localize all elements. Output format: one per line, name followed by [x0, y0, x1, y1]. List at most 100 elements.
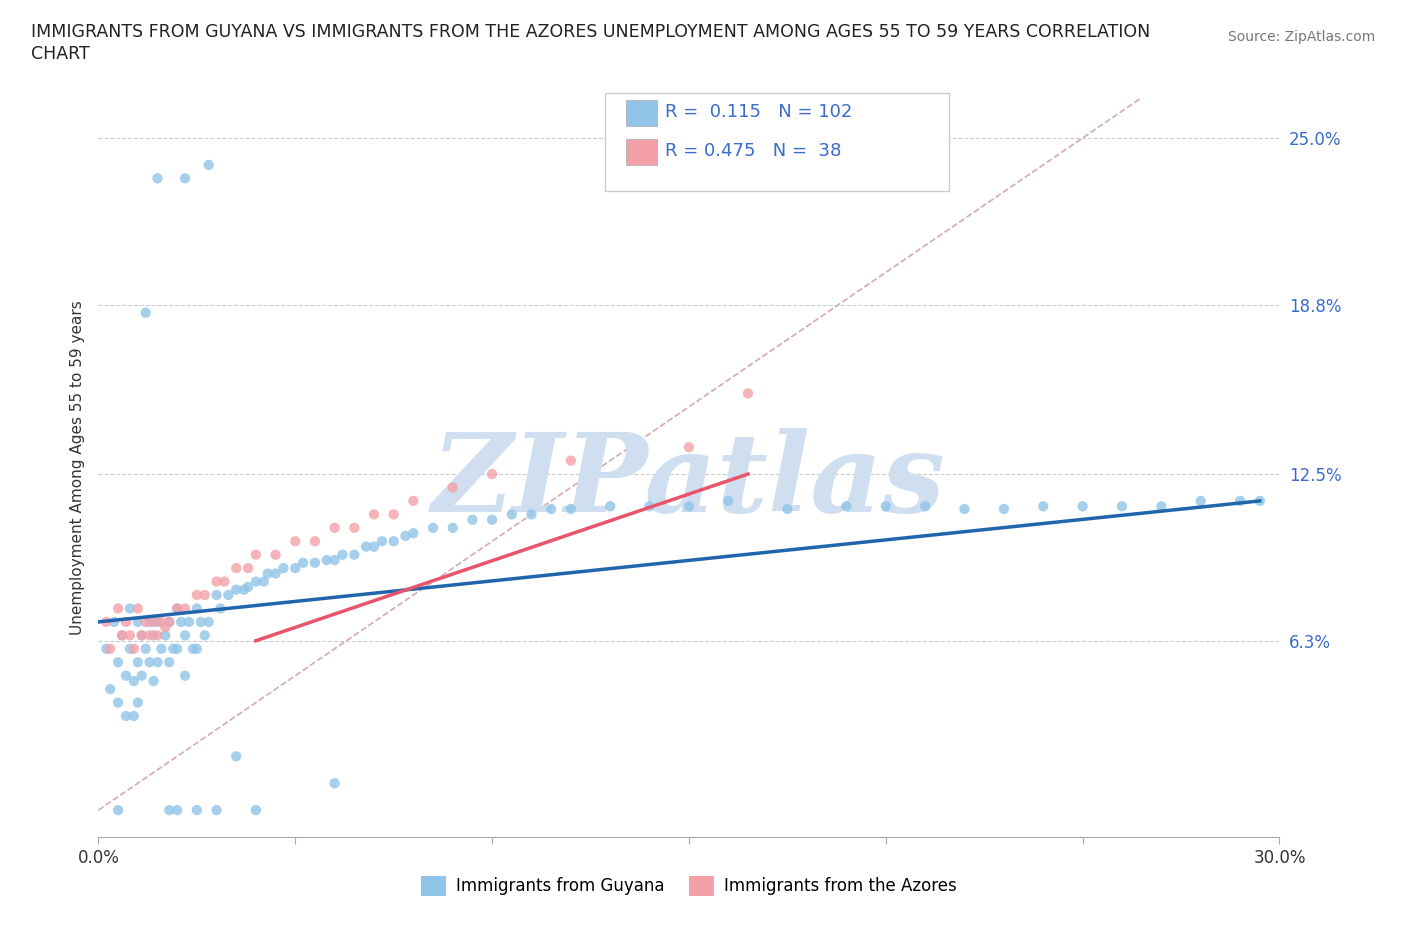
Point	[135, 615, 157, 630]
Point	[146, 655, 169, 670]
Point	[194, 588, 217, 603]
Point	[107, 803, 129, 817]
Point	[245, 574, 267, 589]
Point	[1189, 494, 1212, 509]
Point	[205, 574, 228, 589]
Point	[142, 673, 165, 688]
Text: CHART: CHART	[31, 45, 90, 62]
Point	[461, 512, 484, 527]
Point	[181, 642, 204, 657]
Point	[186, 803, 208, 817]
Point	[225, 749, 247, 764]
Point	[194, 628, 217, 643]
Point	[363, 507, 385, 522]
Point	[166, 601, 188, 616]
Point	[520, 507, 543, 522]
Point	[1150, 498, 1173, 513]
Point	[135, 642, 157, 657]
Point	[138, 628, 160, 643]
Text: ZIPatlas: ZIPatlas	[432, 429, 946, 536]
Point	[111, 628, 134, 643]
Point	[166, 642, 188, 657]
Point	[177, 615, 200, 630]
Point	[174, 669, 197, 684]
Point	[304, 534, 326, 549]
Point	[209, 601, 232, 616]
Point	[115, 669, 138, 684]
Point	[225, 561, 247, 576]
Point	[273, 561, 295, 576]
Point	[835, 498, 858, 513]
Point	[284, 561, 307, 576]
Point	[481, 467, 503, 482]
Point	[127, 615, 149, 630]
Point	[382, 534, 405, 549]
Point	[127, 695, 149, 710]
Point	[737, 386, 759, 401]
Point	[256, 566, 278, 581]
Point	[245, 547, 267, 562]
Point	[122, 642, 145, 657]
Point	[1249, 494, 1271, 509]
Point	[717, 494, 740, 509]
Point	[174, 601, 197, 616]
Point	[264, 547, 287, 562]
Point	[540, 501, 562, 516]
Point	[115, 615, 138, 630]
Point	[162, 642, 184, 657]
Point	[155, 628, 177, 643]
Point	[678, 498, 700, 513]
Point	[107, 601, 129, 616]
Text: R =  0.115   N = 102: R = 0.115 N = 102	[665, 102, 852, 121]
Point	[315, 552, 337, 567]
Point	[1229, 494, 1251, 509]
Point	[118, 601, 141, 616]
Point	[217, 588, 239, 603]
Point	[354, 539, 377, 554]
Point	[875, 498, 897, 513]
Point	[343, 521, 366, 536]
Point	[96, 615, 118, 630]
Point	[157, 615, 180, 630]
Point	[142, 628, 165, 643]
Point	[236, 579, 259, 594]
Point	[174, 628, 197, 643]
Point	[501, 507, 523, 522]
Point	[292, 555, 315, 570]
Point	[402, 494, 425, 509]
Point	[157, 615, 180, 630]
Point	[304, 555, 326, 570]
Point	[135, 305, 157, 320]
Point	[205, 588, 228, 603]
Y-axis label: Unemployment Among Ages 55 to 59 years: Unemployment Among Ages 55 to 59 years	[69, 300, 84, 634]
Point	[127, 655, 149, 670]
Point	[214, 574, 236, 589]
Point	[118, 628, 141, 643]
Point	[174, 171, 197, 186]
Point	[138, 615, 160, 630]
Point	[638, 498, 661, 513]
Point	[953, 501, 976, 516]
Point	[441, 480, 464, 495]
Point	[166, 601, 188, 616]
Point	[131, 669, 153, 684]
Point	[253, 574, 276, 589]
Point	[776, 501, 799, 516]
Point	[190, 615, 212, 630]
Point	[225, 582, 247, 597]
Point	[560, 501, 582, 516]
Point	[233, 582, 256, 597]
Point	[245, 803, 267, 817]
Point	[363, 539, 385, 554]
Point	[323, 776, 346, 790]
Point	[186, 642, 208, 657]
Point	[98, 682, 121, 697]
Point	[115, 709, 138, 724]
Point	[236, 561, 259, 576]
Point	[131, 628, 153, 643]
Point	[284, 534, 307, 549]
Point	[332, 547, 354, 562]
Point	[914, 498, 936, 513]
Point	[343, 547, 366, 562]
Text: IMMIGRANTS FROM GUYANA VS IMMIGRANTS FROM THE AZORES UNEMPLOYMENT AMONG AGES 55 : IMMIGRANTS FROM GUYANA VS IMMIGRANTS FRO…	[31, 23, 1150, 41]
